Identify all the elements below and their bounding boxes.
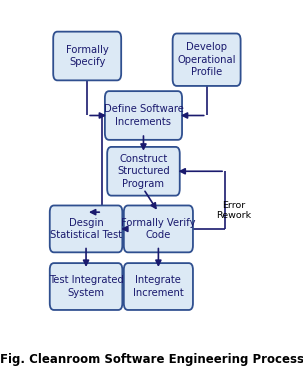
FancyBboxPatch shape [50, 205, 122, 252]
Text: Define Software
Increments: Define Software Increments [104, 104, 183, 127]
Text: Desgin
Statistical Test: Desgin Statistical Test [50, 218, 122, 240]
Text: Error
Rework: Error Rework [217, 201, 252, 220]
Text: Integrate
Increment: Integrate Increment [133, 275, 184, 298]
Text: Test Integrated
System: Test Integrated System [48, 275, 124, 298]
Text: Fig. Cleanroom Software Engineering Process: Fig. Cleanroom Software Engineering Proc… [0, 353, 303, 367]
FancyBboxPatch shape [173, 33, 241, 86]
Text: Construct
Structured
Program: Construct Structured Program [117, 154, 170, 189]
FancyBboxPatch shape [53, 32, 121, 80]
FancyBboxPatch shape [107, 147, 180, 196]
Text: Formally Verify
Code: Formally Verify Code [121, 218, 196, 240]
Text: Develop
Operational
Profile: Develop Operational Profile [177, 42, 236, 77]
FancyBboxPatch shape [124, 205, 193, 252]
FancyBboxPatch shape [124, 263, 193, 310]
FancyBboxPatch shape [105, 91, 182, 140]
Text: Formally
Specify: Formally Specify [66, 45, 108, 67]
FancyBboxPatch shape [50, 263, 122, 310]
